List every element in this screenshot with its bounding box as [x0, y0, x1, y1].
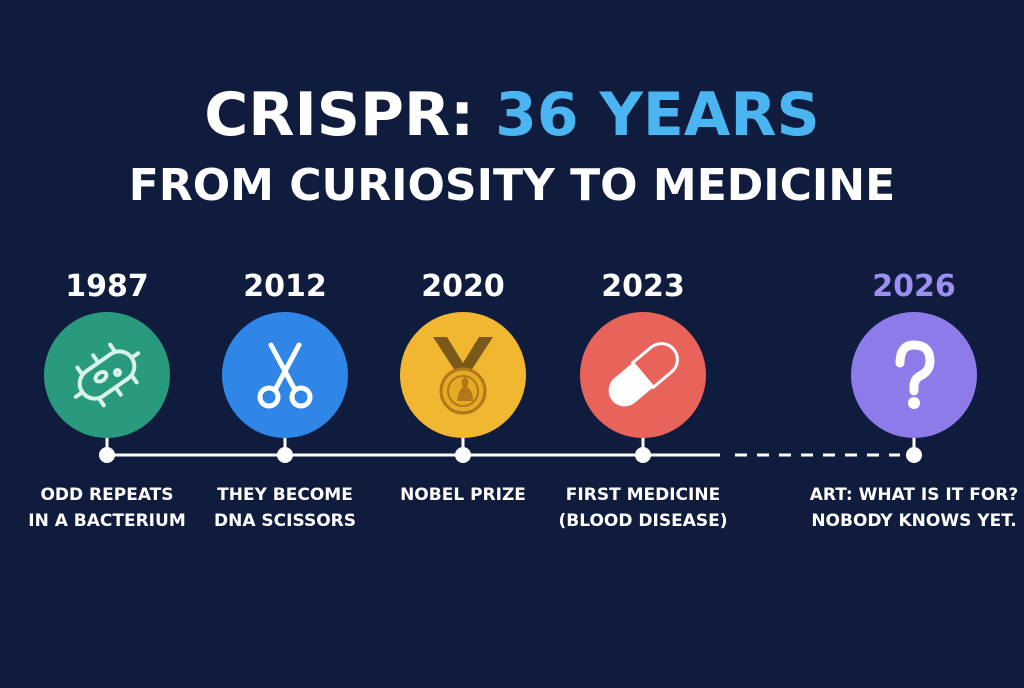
icon-shape — [895, 340, 935, 396]
icon-shape — [908, 397, 920, 409]
timeline-dot — [635, 447, 651, 463]
event: 2012 THEY BECOME DNA SCISSORS — [214, 269, 356, 531]
event: 2023 FIRST MEDICINE (BLOOD DISEASE) — [559, 269, 728, 531]
title-highlight: 36 YEARS — [495, 80, 820, 150]
event-icon — [433, 337, 493, 415]
year: 2020 — [421, 269, 505, 304]
icon-shape — [93, 370, 109, 384]
event-label: NOBODY KNOWS YET. — [811, 511, 1016, 531]
icon-shape — [608, 342, 679, 407]
icon-shape — [630, 342, 679, 390]
icon-shape — [73, 342, 141, 408]
event-icon — [73, 342, 141, 408]
icon-shape — [257, 342, 313, 409]
event: 2020 NOBEL PRIZE — [400, 269, 526, 505]
event: 1987 ODD REPEATS IN A BACTERIUM — [28, 269, 185, 531]
event-label: THEY BECOME — [217, 485, 353, 505]
event-label: IN A BACTERIUM — [28, 511, 185, 531]
year: 2012 — [243, 269, 327, 304]
event-icon — [608, 342, 679, 407]
icon-shape — [433, 337, 493, 383]
event-label: NOBEL PRIZE — [400, 485, 526, 505]
timeline-dot — [906, 447, 922, 463]
event-label: ART: WHAT IS IT FOR? — [810, 485, 1019, 505]
title-part: CRISPR: — [204, 80, 474, 150]
year: 2023 — [601, 269, 685, 304]
icon-shape — [457, 377, 473, 401]
event: 2026 ART: WHAT IS IT FOR? NOBODY KNOWS YET… — [810, 269, 1019, 531]
icon-shape — [73, 342, 141, 408]
timeline-dot — [277, 447, 293, 463]
title: CRISPR: 36 YEARS — [204, 80, 820, 150]
icon-shape — [257, 385, 281, 409]
icon-shape — [268, 342, 302, 393]
event-icon — [895, 340, 935, 409]
timeline-dot — [455, 447, 471, 463]
subtitle: FROM CURIOSITY TO MEDICINE — [129, 160, 895, 211]
year: 1987 — [65, 269, 149, 304]
event-icon — [257, 342, 313, 409]
event-label: DNA SCISSORS — [214, 511, 356, 531]
icon-shape — [112, 368, 122, 378]
event-label: FIRST MEDICINE — [566, 485, 720, 505]
icon-shape — [447, 375, 479, 407]
timeline-dot — [99, 447, 115, 463]
icon-shape — [289, 385, 313, 409]
year: 2026 — [872, 269, 956, 304]
event-label: ODD REPEATS — [40, 485, 173, 505]
events: 1987 ODD REPEATS IN A BACTERIUM 2012 THEY BE… — [28, 269, 1018, 531]
event-label: (BLOOD DISEASE) — [559, 511, 728, 531]
